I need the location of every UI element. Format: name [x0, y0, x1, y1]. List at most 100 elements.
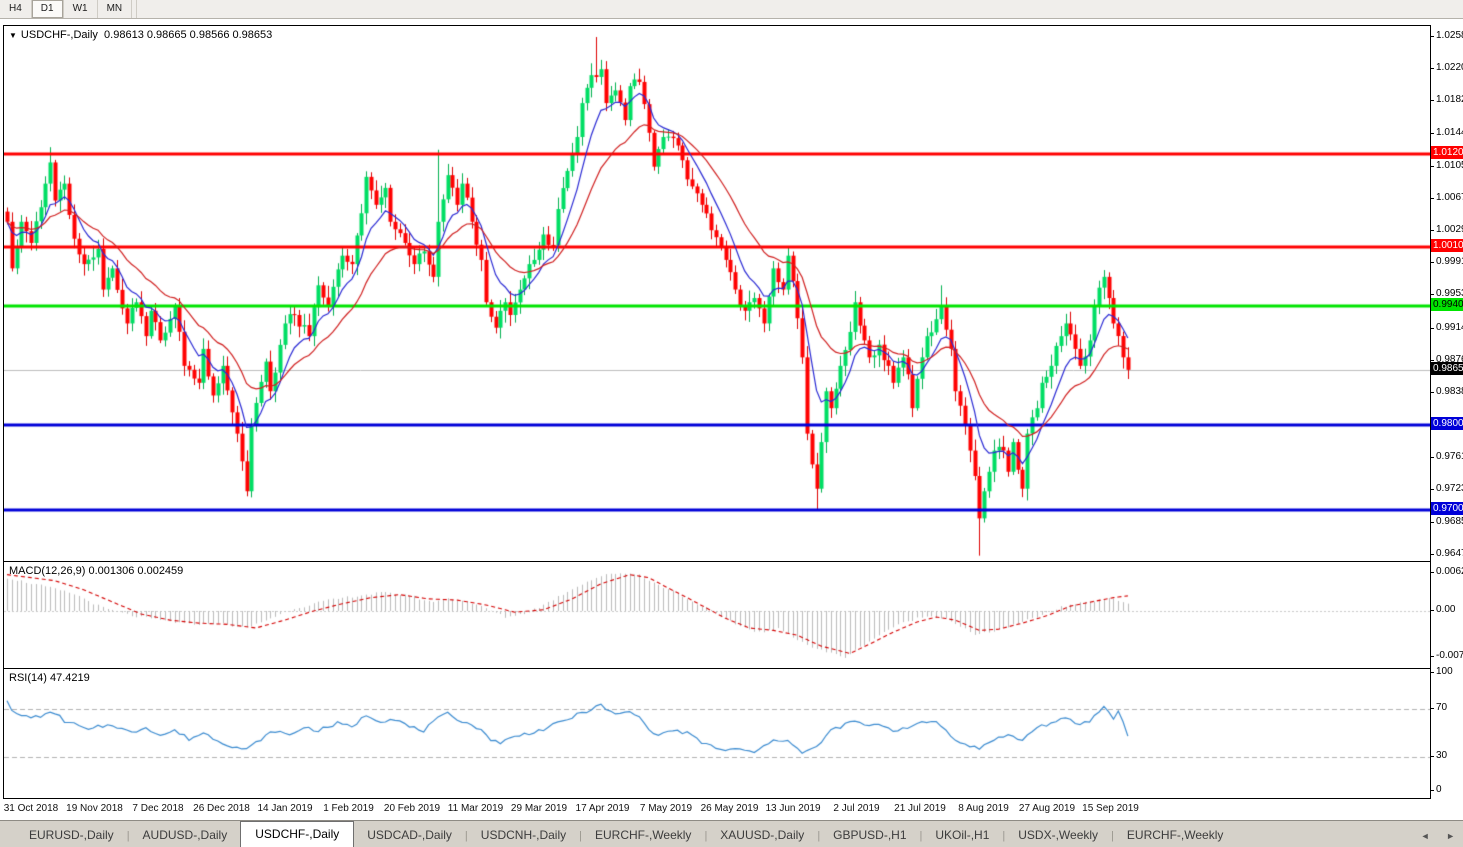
price-chart-canvas[interactable]	[4, 26, 1430, 561]
date-axis-label: 27 Aug 2019	[1018, 803, 1076, 814]
tab-separator: |	[817, 830, 821, 842]
chart-tab-eurchf-weekly[interactable]: EURCHF-,Weekly	[594, 828, 692, 842]
chart-tab-audusd-daily[interactable]: AUDUSD-,Daily	[142, 828, 228, 842]
price-axis-tick-label: 0.96850	[1436, 516, 1463, 527]
price-axis-tickmark	[1431, 360, 1434, 361]
rsi-axis-tickmark	[1431, 672, 1434, 673]
date-axis-label: 17 Apr 2019	[575, 803, 630, 814]
date-axis-label: 8 Aug 2019	[958, 803, 1009, 814]
price-axis-tick-label: 1.01820	[1436, 94, 1463, 105]
date-axis[interactable]: 31 Oct 2018 19 Nov 2018 7 Dec 2018 26 Dec 2…	[0, 801, 1463, 817]
rsi-canvas[interactable]	[4, 669, 1430, 798]
tab-separator: |	[1111, 830, 1114, 842]
hline-price-label: 0.98004	[1431, 417, 1463, 430]
chart-tab-usdchf-daily[interactable]: USDCHF-,Daily	[240, 821, 355, 847]
timeframe-button-mn[interactable]: MN	[98, 0, 133, 18]
price-axis-tickmark	[1431, 198, 1434, 199]
price-axis-tick-label: 0.96470	[1436, 548, 1463, 559]
rsi-axis-tick-label: 0	[1436, 784, 1442, 795]
price-axis-tickmark	[1431, 328, 1434, 329]
macd-canvas[interactable]	[4, 562, 1430, 668]
date-axis-label: 31 Oct 2018	[3, 803, 59, 814]
tab-separator: |	[704, 830, 708, 842]
price-axis-tick-label: 1.00290	[1436, 224, 1463, 235]
chart-tab-ukoil-h1[interactable]: UKOil-,H1	[935, 828, 990, 842]
macd-panel: MACD(12,26,9) 0.001306 0.002459	[3, 561, 1431, 669]
date-axis-label: 29 Mar 2019	[510, 803, 568, 814]
price-axis-tick-label: 0.99530	[1436, 288, 1463, 299]
macd-axis-tick-label: 0.006286	[1436, 566, 1463, 577]
rsi-axis-tick-label: 100	[1436, 666, 1453, 677]
price-axis-tick-label: 0.98760	[1436, 354, 1463, 365]
hline-price-label: 0.97001	[1431, 502, 1463, 515]
macd-axis-tick-label: -0.00762	[1436, 650, 1463, 661]
timeframe-button-d1[interactable]: D1	[31, 0, 64, 18]
current-price-label: 0.98653	[1431, 362, 1463, 375]
price-axis-tickmark	[1431, 262, 1434, 263]
timeframe-toolbar: H4 D1 W1 MN	[0, 0, 1463, 19]
price-axis-tick-label: 0.99910	[1436, 256, 1463, 267]
chart-tab-xauusd-daily[interactable]: XAUUSD-,Daily	[720, 828, 805, 842]
timeframe-button-w1[interactable]: W1	[64, 0, 98, 18]
rsi-axis-tickmark	[1431, 790, 1434, 791]
chart-tab-eurchf-weekly[interactable]: EURCHF-,Weekly	[1126, 828, 1224, 842]
price-axis-tickmark	[1431, 230, 1434, 231]
rsi-panel: RSI(14) 47.4219	[3, 668, 1431, 799]
tab-separator: |	[126, 830, 130, 842]
price-axis-tickmark	[1431, 392, 1434, 393]
tab-scrollers: ◄ ►	[1407, 831, 1455, 841]
chart-tab-usdcad-daily[interactable]: USDCAD-,Daily	[367, 828, 452, 842]
price-axis-tick-label: 0.98380	[1436, 386, 1463, 397]
tab-separator: |	[919, 830, 923, 842]
price-axis-tick-label: 0.97610	[1436, 451, 1463, 462]
chart-tab-usdcnh-daily[interactable]: USDCNH-,Daily	[480, 828, 567, 842]
rsi-axis-tick-label: 70	[1436, 702, 1448, 713]
chart-symbol-label: USDCHF-,Daily	[20, 29, 98, 41]
timeframe-button-h4[interactable]: H4	[0, 0, 32, 18]
price-chart-panel: ▼ USDCHF-,Daily 0.98613 0.98665 0.98566 0…	[3, 25, 1431, 562]
price-axis-tickmark	[1431, 166, 1434, 167]
tab-scroll-right-icon[interactable]: ►	[1446, 831, 1455, 841]
price-axis-tick-label: 1.00670	[1436, 192, 1463, 203]
date-axis-label: 1 Feb 2019	[323, 803, 374, 814]
price-axis-tickmark	[1431, 554, 1434, 555]
date-axis-label: 15 Sep 2019	[1082, 803, 1139, 814]
price-axis-tick-label: 1.02580	[1436, 30, 1463, 41]
collapse-triangle-icon[interactable]: ▼	[9, 31, 17, 40]
price-axis-tickmark	[1431, 294, 1434, 295]
hline-price-label: 0.99406	[1431, 298, 1463, 311]
date-axis-label: 7 Dec 2018	[132, 803, 184, 814]
price-axis-tickmark	[1431, 457, 1434, 458]
date-axis-label: 21 Jul 2019	[894, 803, 946, 814]
date-axis-label: 20 Feb 2019	[383, 803, 441, 814]
macd-axis-tick-label: 0.00	[1436, 604, 1456, 615]
chart-tab-usdx-weekly[interactable]: USDX-,Weekly	[1018, 828, 1099, 842]
tab-separator: |	[1002, 830, 1006, 842]
tab-scroll-left-icon[interactable]: ◄	[1420, 831, 1430, 841]
tab-separator: |	[464, 830, 468, 842]
chart-ohlc-values: 0.98613 0.98665 0.98566 0.98653	[104, 29, 273, 41]
date-axis-label: 14 Jan 2019	[257, 803, 313, 814]
chart-tab-bar: EURUSD-,Daily | AUDUSD-,Daily USDCHF-,Daily…	[0, 820, 1463, 847]
date-axis-label: 11 Mar 2019	[447, 803, 504, 814]
macd-axis-tickmark	[1431, 572, 1434, 573]
hline-price-label: 1.01205	[1431, 146, 1463, 159]
date-axis-label: 13 Jun 2019	[765, 803, 821, 814]
macd-title: MACD(12,26,9) 0.001306 0.002459	[9, 565, 184, 577]
chart-tab-eurusd-daily[interactable]: EURUSD-,Daily	[29, 828, 114, 842]
price-axis-tick-label: 0.97230	[1436, 483, 1463, 494]
price-axis-tickmark	[1431, 489, 1434, 490]
chart-tab-gbpusd-h1[interactable]: GBPUSD-,H1	[833, 828, 907, 842]
rsi-axis-tickmark	[1431, 708, 1434, 709]
price-axis-tickmark	[1431, 100, 1434, 101]
macd-axis-tickmark	[1431, 656, 1434, 657]
price-axis-tickmark	[1431, 522, 1434, 523]
rsi-title: RSI(14) 47.4219	[9, 672, 90, 684]
hline-price-label: 1.00106	[1431, 239, 1463, 252]
price-axis[interactable]: 1.02580 1.02200 1.01820 1.01440 1.01050 1.006…	[1431, 25, 1463, 799]
date-axis-label: 2 Jul 2019	[833, 803, 880, 814]
price-axis-tick-label: 1.02200	[1436, 62, 1463, 73]
date-axis-label: 26 May 2019	[700, 803, 759, 814]
macd-axis-tickmark	[1431, 610, 1434, 611]
price-axis-tickmark	[1431, 36, 1434, 37]
